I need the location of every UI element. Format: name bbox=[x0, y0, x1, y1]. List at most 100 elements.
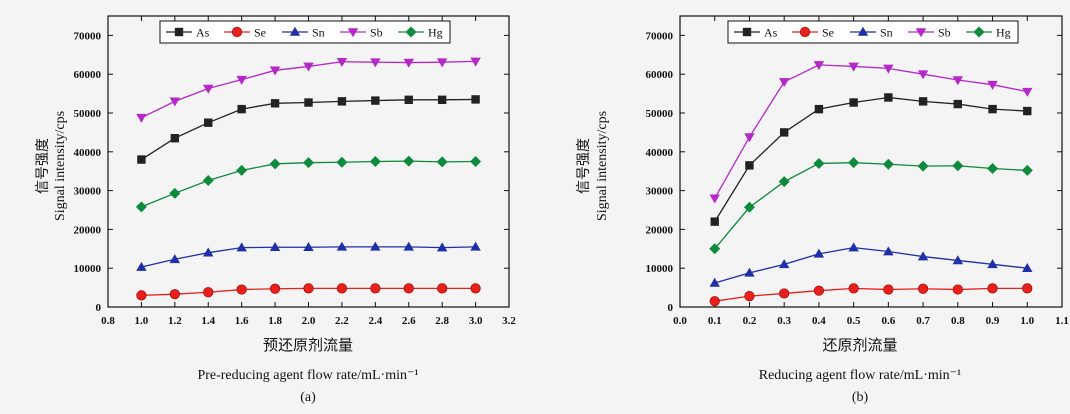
data-point-as bbox=[745, 161, 754, 170]
data-point-sb bbox=[470, 57, 481, 67]
legend-marker-sb bbox=[347, 28, 359, 38]
x-axis-label-cn: 预还原剂流量 bbox=[263, 337, 353, 354]
y-tick-label: 20000 bbox=[646, 224, 674, 236]
y-axis-label-cn: 信号强度 bbox=[35, 138, 51, 194]
series-line-as bbox=[141, 98, 476, 161]
data-point-sb bbox=[917, 70, 929, 80]
data-point-hg bbox=[303, 157, 314, 169]
data-point-as bbox=[371, 96, 380, 105]
data-point-as bbox=[1023, 106, 1032, 116]
data-point-as bbox=[170, 134, 180, 143]
series-line-se bbox=[714, 287, 1028, 302]
data-point-sn bbox=[470, 241, 481, 251]
x-tick-label: 0.8 bbox=[101, 315, 115, 327]
data-point-sb bbox=[370, 58, 381, 68]
data-point-sb bbox=[403, 58, 414, 68]
data-point-sb bbox=[744, 133, 755, 143]
data-point-as bbox=[884, 93, 893, 102]
data-point-sn bbox=[403, 241, 414, 251]
data-point-se bbox=[303, 283, 314, 294]
y-tick-label: 10000 bbox=[646, 263, 674, 275]
data-point-sn bbox=[336, 241, 348, 251]
x-tick-label: 1.1 bbox=[1055, 315, 1069, 327]
data-point-se bbox=[987, 283, 998, 294]
x-tick-label: 1.0 bbox=[135, 315, 149, 327]
legend-label-as: As bbox=[764, 26, 778, 40]
y-tick-label: 40000 bbox=[74, 147, 102, 159]
data-point-sn bbox=[303, 242, 314, 252]
y-tick-label: 30000 bbox=[646, 186, 674, 198]
y-axis-label-cn: 信号强度 bbox=[576, 138, 592, 194]
series-se bbox=[136, 283, 481, 301]
data-point-se bbox=[917, 283, 929, 294]
legend: As Se Sn Sb Hg bbox=[727, 20, 1019, 44]
y-tick-label: 50000 bbox=[74, 108, 102, 120]
data-point-hg bbox=[987, 162, 999, 174]
data-point-sn bbox=[236, 242, 247, 252]
legend-label-as: As bbox=[196, 26, 210, 40]
legend-marker-as bbox=[174, 27, 184, 37]
chart-panel-a: 0.8 1.0 1.2 1.4 1.6 1.8 2.0 2.2 2.4 2.6 2.8 3.0 3.2 0… bbox=[35, 15, 516, 405]
data-point-se bbox=[813, 285, 825, 296]
data-point-as bbox=[437, 95, 447, 105]
data-point-se bbox=[236, 284, 247, 295]
data-point-sb bbox=[1022, 87, 1033, 97]
x-tick-label: 0.9 bbox=[986, 315, 1000, 327]
series-hg bbox=[135, 155, 482, 213]
series-line-sn bbox=[714, 246, 1028, 284]
y-tick-label: 20000 bbox=[74, 224, 102, 236]
legend-marker-se bbox=[231, 26, 243, 38]
legend-label-sn: Sn bbox=[880, 26, 893, 40]
data-point-hg bbox=[436, 156, 448, 168]
legend-marker-hg bbox=[405, 26, 417, 38]
y-tick-label: 70000 bbox=[74, 30, 102, 42]
y-tick-label: 40000 bbox=[646, 147, 674, 159]
data-point-se bbox=[470, 283, 481, 294]
data-point-hg bbox=[917, 160, 929, 172]
data-point-sb bbox=[203, 84, 214, 94]
data-point-sb bbox=[169, 97, 181, 107]
data-point-hg bbox=[1021, 164, 1033, 176]
x-tick-label: 3.2 bbox=[502, 315, 516, 327]
legend-label-hg: Hg bbox=[428, 26, 443, 40]
data-point-sb bbox=[813, 61, 825, 71]
data-point-as bbox=[814, 104, 824, 114]
data-point-hg bbox=[202, 175, 214, 187]
data-point-sb bbox=[436, 58, 448, 68]
x-tick-label: 2.8 bbox=[435, 315, 449, 327]
data-point-se bbox=[779, 288, 790, 299]
x-tick-label: 0.7 bbox=[916, 315, 930, 327]
data-point-sb bbox=[236, 75, 247, 85]
x-tick-label: 2.6 bbox=[402, 315, 416, 327]
data-point-sb bbox=[336, 57, 348, 67]
data-point-as bbox=[337, 97, 347, 106]
series-se bbox=[709, 283, 1033, 307]
y-axis-label-en: Signal intensity/cps bbox=[53, 111, 68, 221]
legend-label-sn: Sn bbox=[312, 26, 325, 40]
series-sb bbox=[709, 61, 1033, 204]
x-tick-label: 1.2 bbox=[168, 315, 182, 327]
y-tick-label: 50000 bbox=[646, 108, 674, 120]
series-as bbox=[137, 95, 480, 164]
data-point-as bbox=[988, 104, 997, 114]
data-point-sb bbox=[883, 64, 894, 74]
data-point-hg bbox=[882, 158, 894, 170]
x-axis-label-en: Reducing agent flow rate/mL·min⁻¹ bbox=[759, 368, 961, 383]
x-tick-label: 3.0 bbox=[469, 315, 483, 327]
legend: As Se Sn Sb Hg bbox=[159, 20, 451, 44]
y-tick-label: 0 bbox=[96, 302, 102, 314]
y-tick-label: 10000 bbox=[74, 263, 102, 275]
data-point-sn bbox=[778, 259, 790, 269]
legend-marker-sn bbox=[857, 26, 869, 36]
data-point-sn bbox=[1022, 263, 1033, 272]
data-point-hg bbox=[169, 187, 181, 199]
data-point-hg bbox=[778, 176, 790, 188]
plot-frame bbox=[679, 15, 1063, 308]
data-point-sb bbox=[987, 80, 998, 90]
x-tick-label: 0.4 bbox=[812, 315, 826, 327]
series-line-sb bbox=[714, 64, 1028, 199]
data-point-se bbox=[403, 283, 414, 294]
data-point-se bbox=[437, 283, 448, 294]
data-point-sn bbox=[136, 261, 147, 271]
